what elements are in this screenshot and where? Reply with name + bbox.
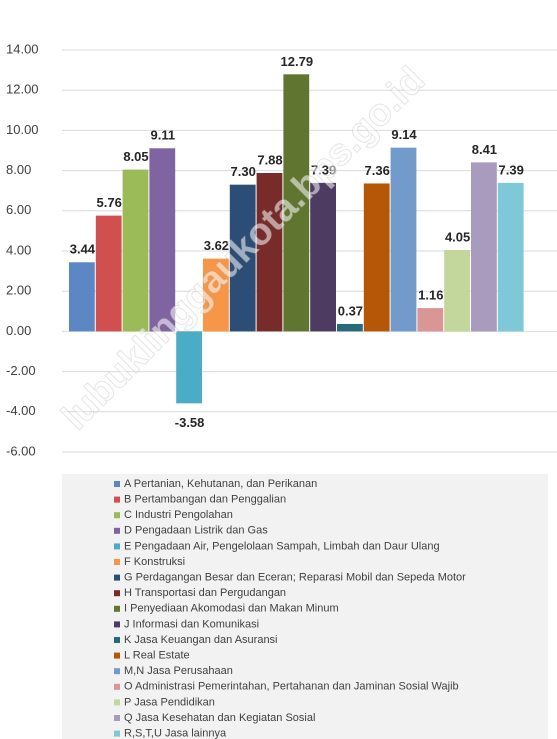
bar — [497, 182, 524, 332]
bar — [337, 323, 363, 332]
data-label: 4.05 — [445, 229, 470, 244]
data-label: 9.11 — [151, 128, 176, 143]
y-tick-label: -4.00 — [6, 403, 36, 418]
bar — [471, 162, 497, 332]
data-label: 7.39 — [311, 162, 336, 177]
data-label: 3.44 — [70, 242, 96, 257]
legend-swatch — [114, 543, 120, 550]
legend-swatch — [114, 605, 120, 612]
bar — [69, 262, 95, 332]
bar — [310, 182, 336, 332]
data-label: 5.76 — [97, 195, 122, 210]
y-tick-label: -2.00 — [6, 363, 36, 378]
legend-swatch — [114, 527, 120, 534]
bar — [444, 249, 470, 332]
legend-label: E Pengadaan Air, Pengelolaan Sampah, Lim… — [124, 540, 440, 552]
y-tick-label: 0.00 — [6, 323, 31, 338]
legend-swatch — [114, 668, 120, 675]
legend-label: F Konstruksi — [124, 556, 185, 568]
data-label: 8.05 — [123, 149, 148, 164]
y-tick-label: 4.00 — [6, 242, 31, 257]
legend-swatch — [114, 481, 120, 487]
legend-swatch — [114, 590, 120, 597]
legend-label: G Perdagangan Besar dan Eceran; Reparasi… — [124, 572, 466, 584]
legend-swatch — [114, 730, 120, 737]
legend-swatch — [114, 637, 120, 643]
legend-label: I Penyediaan Akomodasi dan Makan Minum — [124, 603, 339, 615]
bar — [256, 173, 283, 332]
legend-label: H Transportasi dan Pergudangan — [124, 587, 286, 599]
y-tick-label: -6.00 — [6, 443, 36, 458]
y-tick-label: 6.00 — [6, 202, 31, 217]
legend-label: M,N Jasa Perusahaan — [124, 665, 233, 677]
legend-label: D Pengadaan Listrik dan Gas — [124, 525, 268, 537]
y-tick-label: 12.00 — [6, 82, 39, 97]
legend-swatch — [114, 652, 120, 659]
data-label: 8.41 — [472, 142, 497, 157]
legend-label: J Informasi dan Komunikasi — [124, 618, 259, 630]
legend-label: Q Jasa Kesehatan dan Kegiatan Sosial — [124, 712, 315, 724]
bar — [122, 169, 149, 332]
legend-swatch — [114, 699, 120, 706]
bar — [390, 147, 417, 332]
legend-label: A Pertanian, Kehutanan, dan Perikanan — [124, 478, 317, 490]
legend-box — [62, 474, 548, 739]
data-label: 1.16 — [418, 288, 443, 303]
bar — [283, 74, 310, 332]
legend-swatch — [114, 559, 120, 565]
y-tick-label: 2.00 — [6, 283, 31, 298]
y-tick-label: 8.00 — [6, 162, 31, 177]
legend-swatch — [114, 683, 120, 690]
data-label: 7.39 — [499, 162, 524, 177]
legend-label: K Jasa Keuangan dan Asuransi — [124, 634, 278, 646]
legend-swatch — [114, 496, 120, 503]
data-label: 9.14 — [391, 127, 417, 142]
bar — [149, 148, 176, 332]
bar — [95, 215, 122, 332]
legend-swatch — [114, 621, 120, 628]
legend-label: B Pertambangan dan Penggalian — [124, 494, 286, 506]
bar — [417, 308, 444, 332]
bar — [176, 331, 202, 404]
y-tick-label: 10.00 — [6, 122, 39, 137]
data-label: 7.36 — [365, 163, 390, 178]
bar — [229, 184, 256, 332]
legend-label: P Jasa Pendidikan — [124, 696, 215, 708]
legend-label: R,S,T,U Jasa lainnya — [124, 728, 227, 739]
bar — [363, 183, 390, 332]
bar — [203, 258, 229, 332]
legend-swatch — [114, 715, 120, 721]
data-label: -3.58 — [175, 415, 205, 430]
legend-swatch — [114, 574, 120, 581]
data-label: 0.37 — [338, 303, 363, 318]
legend-swatch — [114, 512, 120, 519]
legend-label: O Administrasi Pemerintahan, Pertahanan … — [124, 681, 459, 693]
legend-label: C Industri Pengolahan — [124, 509, 233, 521]
y-tick-label: 14.00 — [6, 41, 39, 56]
legend-label: L Real Estate — [124, 650, 190, 662]
data-label: 7.88 — [257, 152, 282, 167]
data-label: 7.30 — [231, 164, 256, 179]
data-label: 12.79 — [281, 54, 314, 69]
data-label: 3.62 — [204, 238, 229, 253]
